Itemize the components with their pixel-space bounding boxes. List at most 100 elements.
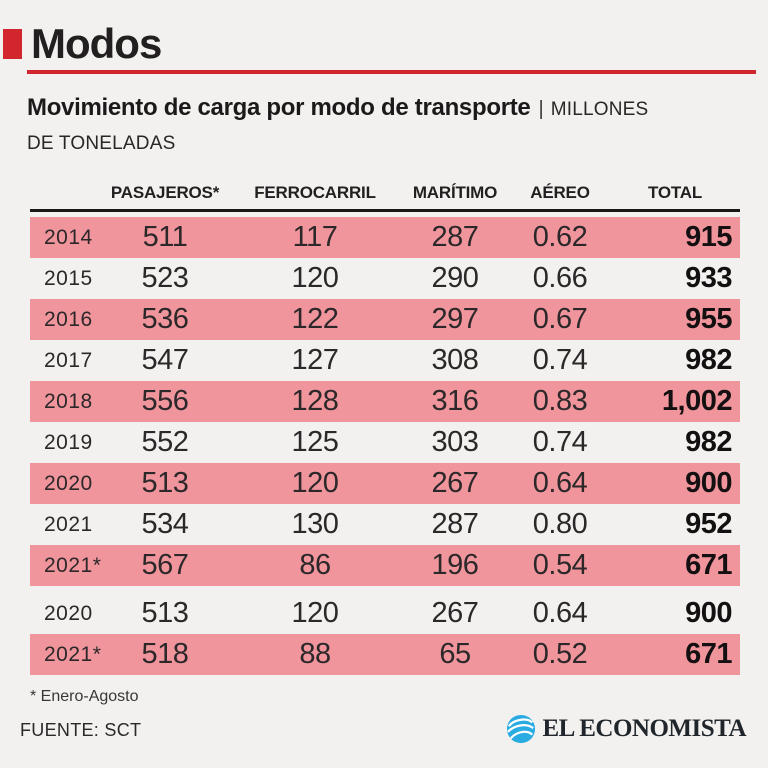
year-cell: 2017: [44, 348, 93, 372]
subtitle-text: Movimiento de carga por modo de transpor…: [27, 94, 531, 121]
header-maritimo: MARÍTIMO: [412, 182, 498, 202]
table-row: 2020 513 120 267 0.64 900: [30, 593, 740, 634]
maritimo-cell: 297: [431, 303, 479, 335]
total-cell: 933: [685, 262, 732, 294]
header-total: TOTAL: [647, 182, 703, 202]
brand-logo: EL ECONOMISTA: [506, 714, 747, 744]
unit-label-line2: DE TONELADAS: [27, 133, 176, 154]
unit-label-line1: MILLONES: [550, 99, 649, 120]
data-table: PASAJEROS* FERROCARRIL MARÍTIMO AÉREO TO…: [30, 176, 740, 675]
aereo-cell: 0.52: [532, 638, 588, 670]
year-cell: 2018: [44, 389, 93, 413]
table-row: 2016 536 122 297 0.67 955: [30, 299, 740, 340]
aereo-cell: 0.83: [532, 385, 588, 417]
pasajeros-cell: 534: [141, 508, 189, 540]
brand-wordmark: EL ECONOMISTA: [542, 715, 747, 742]
table-body: 2014 511 117 287 0.62 915 2015 523 120 2…: [30, 212, 740, 675]
ferrocarril-cell: 120: [291, 262, 339, 294]
aereo-cell: 0.74: [532, 426, 588, 458]
el-economista-globe-icon: [506, 714, 535, 744]
total-cell: 952: [685, 508, 732, 540]
maritimo-cell: 303: [431, 426, 479, 458]
pasajeros-cell: 567: [141, 549, 189, 581]
chart-subtitle: Movimiento de carga por modo de transpor…: [27, 93, 762, 159]
footnote: * Enero-Agosto: [30, 688, 139, 705]
pasajeros-cell: 556: [141, 385, 189, 417]
pasajeros-cell: 547: [141, 344, 189, 376]
maritimo-cell: 267: [431, 597, 479, 629]
year-cell: 2021*: [44, 553, 102, 577]
ferrocarril-cell: 86: [299, 549, 331, 581]
table-row: 2015 523 120 290 0.66 933: [30, 258, 740, 299]
table-row: 2021 534 130 287 0.80 952: [30, 504, 740, 545]
year-cell: 2019: [44, 430, 93, 454]
year-cell: 2015: [44, 266, 93, 290]
total-cell: 982: [685, 426, 732, 458]
table-header-row: PASAJEROS* FERROCARRIL MARÍTIMO AÉREO TO…: [30, 176, 740, 212]
ferrocarril-cell: 120: [291, 467, 339, 499]
table-row: 2017 547 127 308 0.74 982: [30, 340, 740, 381]
ferrocarril-cell: 125: [291, 426, 339, 458]
header-aereo: AÉREO: [530, 182, 590, 202]
maritimo-cell: 65: [439, 638, 471, 670]
total-cell: 915: [685, 221, 732, 253]
header-pasajeros: PASAJEROS*: [110, 182, 220, 202]
maritimo-cell: 267: [431, 467, 479, 499]
ferrocarril-cell: 120: [291, 597, 339, 629]
maritimo-cell: 290: [431, 262, 479, 294]
ferrocarril-cell: 122: [291, 303, 339, 335]
maritimo-cell: 308: [431, 344, 479, 376]
aereo-cell: 0.62: [532, 221, 588, 253]
aereo-cell: 0.66: [532, 262, 588, 294]
total-cell: 900: [685, 597, 732, 629]
year-cell: 2020: [44, 471, 93, 495]
aereo-cell: 0.54: [532, 549, 588, 581]
ferrocarril-cell: 117: [292, 221, 338, 253]
table-row: 2021* 567 86 196 0.54 671: [30, 545, 740, 586]
ferrocarril-cell: 127: [291, 344, 339, 376]
table-row: 2021* 518 88 65 0.52 671: [30, 634, 740, 675]
aereo-cell: 0.67: [532, 303, 588, 335]
total-cell: 982: [685, 344, 732, 376]
page-title: Modos: [31, 20, 162, 67]
total-cell: 671: [685, 638, 732, 670]
source-label: FUENTE: SCT: [20, 720, 142, 740]
subtitle-separator: |: [538, 98, 544, 120]
pasajeros-cell: 552: [141, 426, 189, 458]
maritimo-cell: 316: [431, 385, 479, 417]
year-cell: 2020: [44, 601, 93, 625]
aereo-cell: 0.80: [532, 508, 588, 540]
year-cell: 2021*: [44, 642, 102, 666]
table-row: 2018 556 128 316 0.83 1,002: [30, 381, 740, 422]
pasajeros-cell: 513: [141, 597, 189, 629]
ferrocarril-cell: 130: [291, 508, 339, 540]
year-cell: 2014: [44, 225, 93, 249]
header-ferrocarril: FERROCARRIL: [254, 182, 376, 202]
section-gap: [30, 586, 740, 593]
ferrocarril-cell: 88: [299, 638, 331, 670]
maritimo-cell: 196: [431, 549, 479, 581]
maritimo-cell: 287: [431, 221, 479, 253]
pasajeros-cell: 511: [142, 221, 188, 253]
aereo-cell: 0.64: [532, 597, 588, 629]
red-divider-rule: [27, 70, 756, 74]
year-cell: 2021: [44, 512, 93, 536]
aereo-cell: 0.74: [532, 344, 588, 376]
table-row: 2020 513 120 267 0.64 900: [30, 463, 740, 504]
pasajeros-cell: 518: [141, 638, 189, 670]
total-cell: 1,002: [661, 385, 733, 417]
table-row: 2014 511 117 287 0.62 915: [30, 217, 740, 258]
pasajeros-cell: 513: [141, 467, 189, 499]
table-row: 2019 552 125 303 0.74 982: [30, 422, 740, 463]
maritimo-cell: 287: [431, 508, 479, 540]
ferrocarril-cell: 128: [291, 385, 339, 417]
red-accent-block: [3, 29, 22, 59]
year-cell: 2016: [44, 307, 93, 331]
total-cell: 671: [685, 549, 732, 581]
pasajeros-cell: 523: [141, 262, 189, 294]
aereo-cell: 0.64: [532, 467, 588, 499]
total-cell: 900: [685, 467, 732, 499]
total-cell: 955: [685, 303, 732, 335]
pasajeros-cell: 536: [141, 303, 189, 335]
